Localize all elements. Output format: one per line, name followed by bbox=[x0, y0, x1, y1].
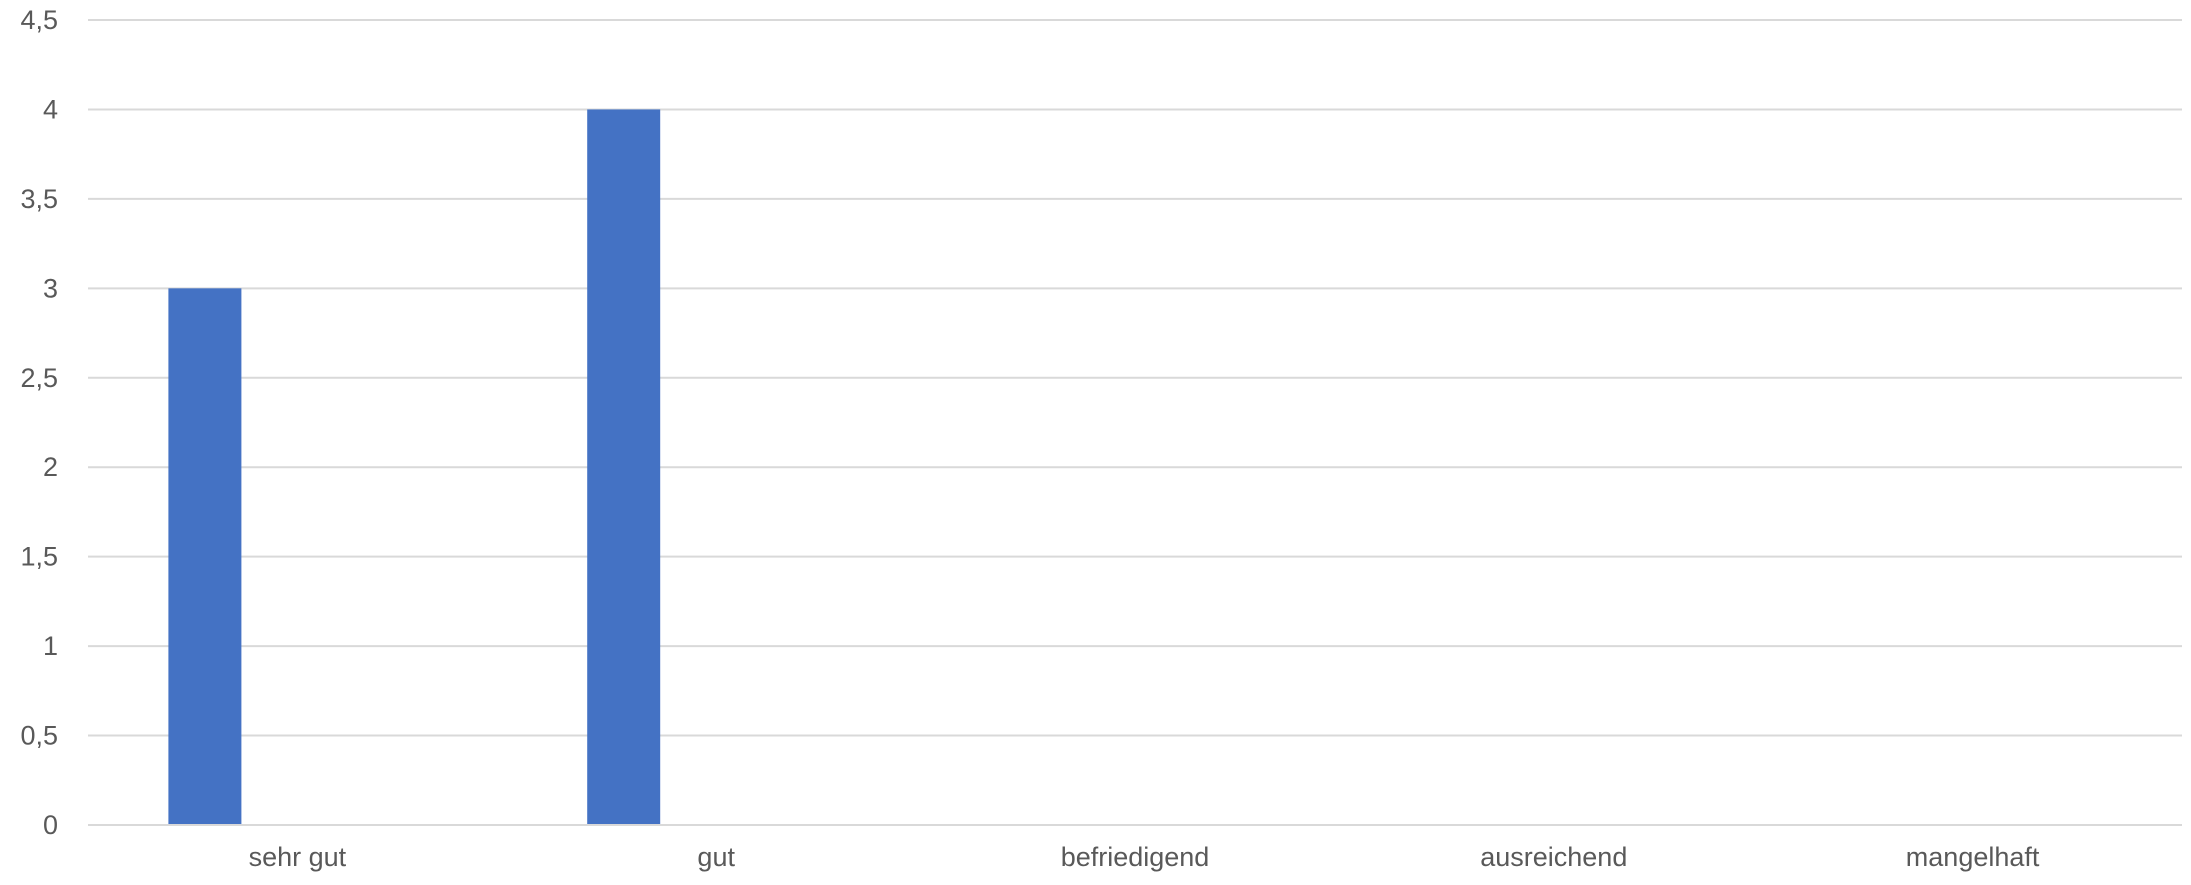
bar-gut bbox=[587, 109, 661, 825]
x-category-label: sehr gut bbox=[249, 842, 347, 872]
y-axis-tick-labels: 0 0,5 1 1,5 2 2,5 3 3,5 4 4,5 bbox=[20, 5, 58, 840]
y-tick-label: 1 bbox=[43, 631, 58, 661]
y-tick-label: 0,5 bbox=[20, 721, 58, 751]
y-tick-label: 0 bbox=[43, 810, 58, 840]
x-category-label: ausreichend bbox=[1480, 842, 1627, 872]
y-tick-label: 2 bbox=[43, 452, 58, 482]
y-tick-label: 3,5 bbox=[20, 184, 58, 214]
bars bbox=[168, 109, 661, 825]
x-category-label: mangelhaft bbox=[1906, 842, 2040, 872]
y-tick-label: 1,5 bbox=[20, 542, 58, 572]
gridlines bbox=[88, 19, 2182, 737]
y-tick-label: 2,5 bbox=[20, 363, 58, 393]
x-category-label: befriedigend bbox=[1061, 842, 1210, 872]
bar-sehr-gut bbox=[168, 288, 242, 825]
x-category-label: gut bbox=[697, 842, 735, 872]
y-tick-label: 4 bbox=[43, 94, 58, 124]
y-tick-label: 4,5 bbox=[20, 5, 58, 35]
x-axis-category-labels: sehr gut gut befriedigend ausreichend mangel… bbox=[249, 842, 2040, 872]
y-tick-label: 3 bbox=[43, 273, 58, 303]
